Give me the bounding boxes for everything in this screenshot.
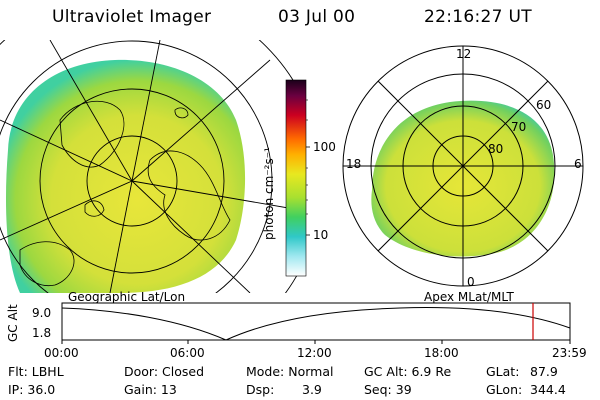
time-label: 22:16:27 UT	[424, 7, 532, 27]
alt-xtick-0600: 06:00	[170, 346, 205, 360]
geographic-map	[0, 40, 300, 293]
colorbar-tick-100: 100	[313, 140, 336, 154]
colorbar	[285, 79, 307, 277]
alt-axis-label: GC Alt	[6, 304, 20, 342]
colorbar-unit-label: photon cm⁻²s⁻¹	[262, 147, 276, 240]
mlt-lat-70: 70	[511, 120, 527, 134]
info-dsp-value: 3.9	[302, 382, 322, 397]
colorbar-tick-10: 10	[313, 228, 329, 242]
date-label: 03 Jul 00	[278, 7, 356, 27]
coastline-north-america	[19, 241, 75, 287]
info-ip: IP: 36.0	[8, 382, 56, 397]
instrument-title: Ultraviolet Imager	[52, 7, 212, 27]
info-dsp-label: Dsp:	[246, 382, 275, 397]
info-mode: Mode: Normal	[246, 364, 334, 379]
alt-xtick-0000: 00:00	[44, 346, 79, 360]
info-glon-label: GLon:	[486, 382, 523, 397]
info-gain: Gain: 13	[124, 382, 177, 397]
mlt-lat-80: 80	[488, 142, 504, 156]
alt-ytick-9: 9.0	[32, 306, 52, 320]
mlt-hour-6: 6	[574, 157, 582, 171]
alt-xtick-1200: 12:00	[297, 346, 332, 360]
info-glon-value: 344.4	[530, 382, 566, 397]
mlt-hour-12: 12	[456, 47, 472, 61]
mlt-hour-0: 0	[467, 275, 475, 289]
info-door: Door: Closed	[124, 364, 205, 379]
info-glat-label: GLat:	[486, 364, 520, 379]
alt-ytick-1-8: 1.8	[32, 326, 52, 340]
mlt-polar-plot	[342, 45, 584, 287]
alt-xtick-2359: 23:59	[552, 346, 587, 360]
info-seq: Seq: 39	[364, 382, 412, 397]
altitude-plot	[61, 302, 571, 344]
mlt-caption: Apex MLat/MLT	[424, 290, 514, 304]
coastline-europe-asia	[147, 150, 231, 241]
geo-caption: Geographic Lat/Lon	[68, 290, 186, 304]
mlt-lat-60: 60	[536, 98, 552, 112]
info-filter: Flt: LBHL	[8, 364, 64, 379]
altitude-curve	[61, 307, 571, 341]
alt-xtick-1800: 18:00	[424, 346, 459, 360]
info-gc-alt: GC Alt: 6.9 Re	[364, 364, 452, 379]
mlt-hour-18: 18	[346, 157, 362, 171]
info-glat-value: 87.9	[530, 364, 558, 379]
